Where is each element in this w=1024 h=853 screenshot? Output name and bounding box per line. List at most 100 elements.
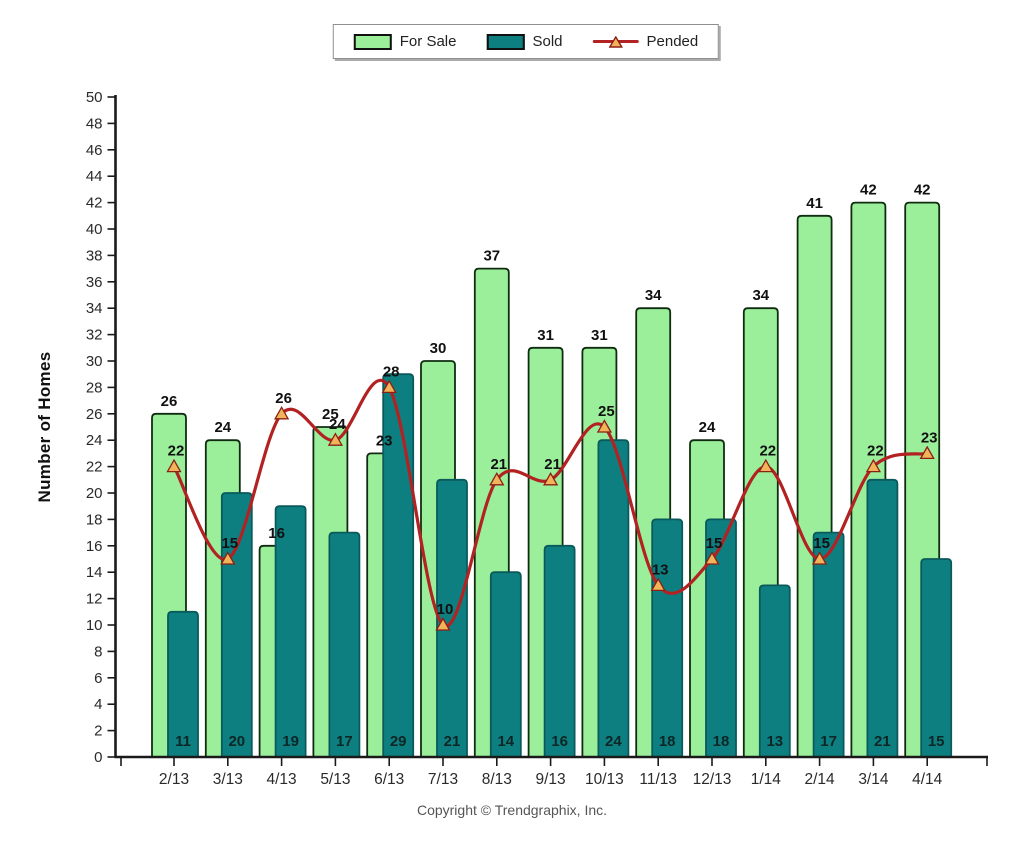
y-tick-label: 2: [94, 723, 102, 740]
sold-value-label: 29: [390, 733, 407, 750]
legend-item-sold: Sold: [486, 33, 563, 50]
pended-marker: [758, 458, 774, 473]
for-sale-value-label: 37: [483, 248, 500, 265]
sold-swatch-icon: [486, 33, 525, 50]
pended-marker: [650, 577, 666, 592]
y-tick-label: 46: [86, 142, 103, 159]
for-sale-value-label: 34: [645, 287, 662, 304]
y-tick-label: 4: [94, 696, 102, 713]
pended-marker: [542, 471, 559, 486]
sold-value-label: 15: [928, 733, 945, 750]
sold-value-label: 21: [444, 733, 461, 750]
sold-bar: [866, 478, 899, 758]
pended-value-label: 15: [706, 535, 723, 552]
pended-marker: [704, 551, 720, 565]
x-tick-label: 8/13: [482, 771, 512, 788]
pended-marker: [327, 432, 344, 446]
sold-bar: [167, 610, 199, 758]
sold-value-label: 11: [175, 733, 191, 750]
sold-value-label: 16: [551, 733, 568, 750]
y-tick-label: 12: [86, 591, 103, 608]
sold-bar: [651, 518, 684, 758]
sold-bar: [382, 373, 415, 758]
y-tick-label: 26: [86, 406, 103, 423]
x-tick-label: 3/14: [858, 771, 889, 788]
x-tick-label: 4/14: [912, 771, 943, 788]
sold-bar: [758, 584, 791, 758]
sold-bar: [328, 531, 361, 758]
pended-marker: [865, 458, 882, 473]
pended-marker: [489, 471, 505, 486]
pended-value-label: 22: [759, 443, 776, 460]
sold-value-label: 21: [874, 733, 891, 750]
for-sale-value-label: 31: [537, 327, 554, 344]
y-tick-label: 8: [94, 643, 102, 660]
sold-value-label: 17: [336, 733, 353, 750]
pended-value-label: 15: [221, 535, 238, 552]
x-tick-label: 2/14: [805, 771, 836, 788]
y-tick-label: 38: [86, 247, 103, 264]
y-tick-label: 48: [86, 115, 103, 132]
pended-marker: [220, 551, 236, 565]
sold-bar: [543, 544, 576, 758]
pended-value-label: 21: [544, 456, 561, 473]
x-tick-label: 5/13: [320, 771, 350, 788]
y-tick-label: 30: [86, 353, 103, 370]
pended-marker: [381, 379, 397, 394]
legend-item-pended: Pended: [592, 33, 699, 50]
y-tick-label: 24: [86, 432, 103, 449]
sold-value-label: 19: [282, 733, 299, 750]
for-sale-value-label: 30: [430, 340, 447, 357]
y-tick-label: 32: [86, 327, 103, 344]
x-tick-label: 1/14: [751, 771, 782, 788]
x-tick-label: 10/13: [585, 771, 624, 788]
x-tick-label: 6/13: [374, 771, 404, 788]
pended-value-label: 22: [867, 443, 884, 460]
x-tick-label: 12/13: [693, 771, 732, 788]
y-tick-label: 20: [86, 485, 103, 502]
legend-label-sold: Sold: [532, 33, 563, 50]
legend-item-for-sale: For Sale: [353, 33, 456, 50]
x-tick-label: 4/13: [267, 771, 297, 788]
sold-bar: [597, 439, 630, 758]
y-tick-label: 18: [86, 511, 103, 528]
y-tick-label: 16: [86, 538, 103, 555]
sold-value-label: 20: [228, 733, 245, 750]
pended-marker: [919, 445, 935, 460]
sold-bar: [489, 571, 522, 758]
for-sale-value-label: 24: [214, 419, 231, 436]
for-sale-value-label: 16: [268, 525, 285, 542]
y-tick-label: 28: [86, 379, 103, 396]
y-tick-label: 36: [86, 274, 103, 291]
sold-value-label: 13: [766, 733, 783, 750]
pended-line-marker-icon: [592, 34, 639, 50]
y-tick-label: 22: [86, 459, 103, 476]
sold-bar: [220, 492, 253, 758]
pended-value-label: 25: [598, 403, 615, 420]
pended-value-label: 21: [490, 456, 507, 473]
for-sale-value-label: 26: [161, 393, 178, 410]
pended-marker: [596, 419, 613, 433]
sold-value-label: 24: [605, 733, 622, 750]
for-sale-value-label: 41: [806, 195, 823, 212]
pended-value-label: 23: [921, 429, 938, 446]
sold-value-label: 14: [497, 733, 514, 750]
y-tick-label: 40: [86, 221, 103, 238]
for-sale-value-label: 31: [591, 327, 608, 344]
pended-value-label: 28: [383, 363, 400, 380]
y-tick-label: 42: [86, 195, 103, 212]
for-sale-value-label: 42: [914, 182, 931, 199]
pended-value-label: 22: [168, 443, 185, 460]
pended-marker: [166, 458, 182, 473]
copyright-text: Copyright © Trendgraphix, Inc.: [416, 802, 608, 818]
legend-label-pended: Pended: [646, 33, 699, 50]
for-sale-value-label: 24: [699, 419, 716, 436]
x-tick-label: 2/13: [159, 771, 189, 788]
x-tick-label: 9/13: [536, 771, 566, 788]
x-tick-label: 7/13: [428, 771, 458, 788]
sold-value-label: 17: [820, 733, 837, 750]
pended-value-label: 15: [813, 535, 830, 552]
y-tick-label: 6: [94, 670, 102, 687]
